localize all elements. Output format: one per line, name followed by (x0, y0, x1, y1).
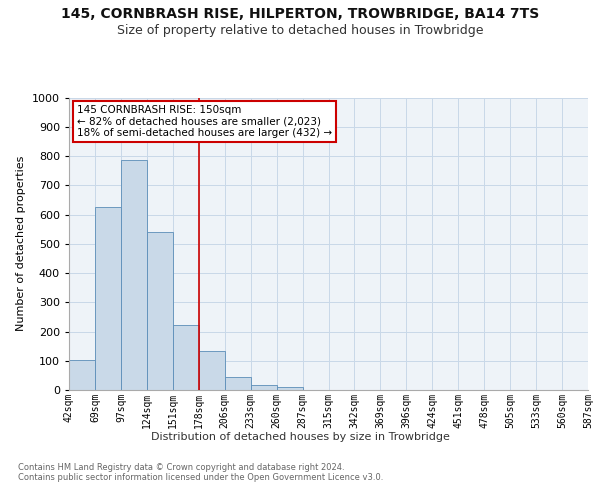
Bar (95, 207, 121, 390)
Bar (199, 351, 224, 390)
Text: 145 CORNBRASH RISE: 150sqm
← 82% of detached houses are smaller (2,023)
18% of s: 145 CORNBRASH RISE: 150sqm ← 82% of deta… (77, 105, 332, 138)
Bar (277, 387, 302, 390)
Bar (147, 232, 173, 390)
Text: Size of property relative to detached houses in Trowbridge: Size of property relative to detached ho… (117, 24, 483, 37)
Y-axis label: Number of detached properties: Number of detached properties (16, 156, 26, 332)
Bar (225, 378, 251, 390)
Bar (251, 384, 277, 390)
Text: Distribution of detached houses by size in Trowbridge: Distribution of detached houses by size … (151, 432, 449, 442)
Bar (173, 325, 199, 390)
Bar (69, 360, 95, 390)
Bar (121, 160, 147, 390)
Text: 145, CORNBRASH RISE, HILPERTON, TROWBRIDGE, BA14 7TS: 145, CORNBRASH RISE, HILPERTON, TROWBRID… (61, 8, 539, 22)
Text: Contains HM Land Registry data © Crown copyright and database right 2024.
Contai: Contains HM Land Registry data © Crown c… (18, 462, 383, 482)
